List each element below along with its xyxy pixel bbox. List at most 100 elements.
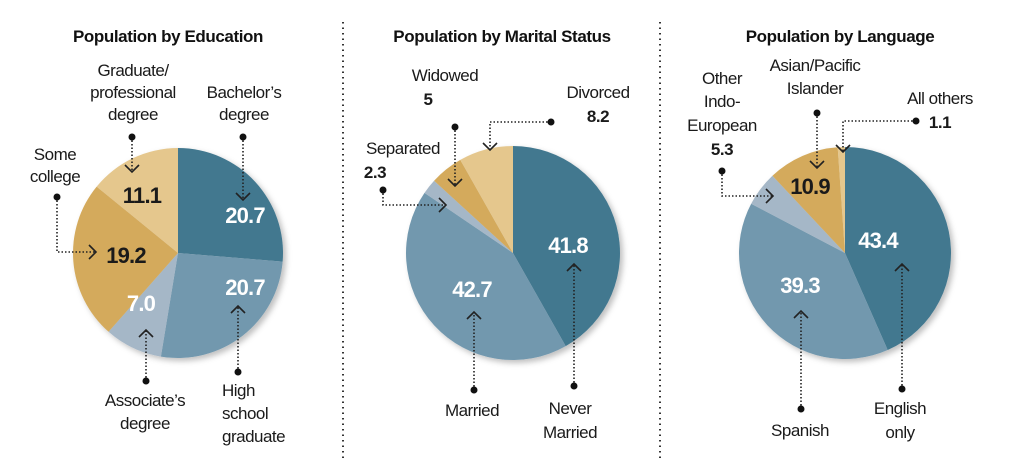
pie-slice [739, 203, 888, 359]
chevron-arrow-icon [482, 142, 498, 152]
chevron-arrow-icon [466, 310, 482, 320]
leader-dot [898, 385, 906, 393]
leader-dot [813, 109, 821, 117]
chevron-arrow-icon [835, 144, 851, 154]
slice-label: Other [702, 69, 743, 88]
pie-slice [406, 192, 566, 360]
leader-dot [239, 133, 247, 141]
data-label: 42.7 [452, 277, 492, 302]
chevron-arrow-icon [894, 262, 910, 272]
leader-dot [234, 368, 242, 376]
pie-slice [73, 186, 178, 332]
slice-label: degree [219, 105, 269, 124]
pie-slice [460, 146, 513, 253]
leader-line [842, 120, 916, 152]
pie-slice [837, 147, 845, 253]
slice-label: Some [34, 145, 76, 164]
data-label: 20.7 [225, 275, 265, 300]
leader-line [56, 197, 96, 253]
leader-dot [470, 386, 478, 394]
slice-label: Indo- [704, 92, 740, 111]
chevron-arrow-icon [447, 178, 463, 188]
leader-line [489, 121, 551, 150]
leader-dot [547, 118, 555, 126]
slice-label: professional [90, 83, 176, 102]
slice-label: only [885, 423, 915, 442]
data-label: 11.1 [123, 183, 162, 208]
leader-line [721, 171, 773, 197]
leader-dot [912, 117, 920, 125]
leader-line [382, 190, 446, 206]
leader-lines [53, 109, 920, 413]
slice-label: Married [543, 423, 597, 442]
leader-dot [718, 167, 726, 175]
slice-label: Graduate/ [97, 61, 169, 80]
pie-slice [108, 253, 178, 357]
chevron-arrow-icon [438, 197, 448, 213]
leader-dot [797, 405, 805, 413]
slice-label: European [687, 116, 757, 135]
chevron-arrow-icon [809, 160, 825, 170]
data-label: 19.2 [106, 243, 146, 268]
slice-value-label: 8.2 [587, 107, 609, 126]
slice-label: English [874, 399, 926, 418]
pie-slice [424, 180, 513, 253]
chart-title: Population by Education [73, 27, 263, 46]
pie-slice [845, 147, 951, 351]
marital-pie [406, 146, 620, 360]
pie-slice [751, 175, 845, 253]
chevron-arrow-icon [230, 304, 246, 314]
slice-label: Widowed [412, 66, 478, 85]
chevron-arrow-icon [88, 244, 98, 260]
education-pie [73, 148, 283, 358]
language-pie [739, 147, 951, 359]
slice-label: college [30, 167, 80, 186]
data-label: 41.8 [548, 233, 588, 258]
leader-dot [379, 186, 387, 194]
slice-label: Married [445, 401, 499, 420]
data-label: 20.7 [225, 203, 265, 228]
chevron-arrow-icon [138, 328, 154, 338]
leader-dot [128, 133, 136, 141]
slice-value-label: 2.3 [364, 163, 386, 182]
slice-label: Islander [787, 79, 844, 98]
leader-dot [570, 382, 578, 390]
chart-title: Population by Marital Status [393, 27, 610, 46]
data-label: 39.3 [780, 273, 820, 298]
chevron-arrow-icon [566, 262, 582, 272]
slice-label: Bachelor’s [207, 83, 282, 102]
slice-label: graduate [222, 427, 285, 446]
leader-dot [142, 377, 150, 385]
slice-label: school [222, 404, 268, 423]
slice-label: Spanish [771, 421, 829, 440]
chevron-arrow-icon [235, 192, 251, 202]
chevron-arrow-icon [765, 188, 775, 204]
data-label: 7.0 [127, 291, 156, 316]
slice-value-label: 1.1 [929, 113, 951, 132]
pie-slice [96, 148, 178, 253]
chevron-arrow-icon [793, 309, 809, 319]
slice-label: Separated [366, 139, 440, 158]
data-label: 43.4 [858, 228, 899, 253]
slice-value-label: 5.3 [711, 140, 733, 159]
slice-label: degree [120, 414, 170, 433]
chart-title: Population by Language [746, 27, 935, 46]
slice-label: High [222, 381, 255, 400]
slice-label: Asian/Pacific [770, 56, 862, 75]
slice-label: All others [907, 89, 973, 108]
slice-value-label: 5 [424, 90, 433, 109]
pie-slice [434, 159, 513, 253]
slice-label: degree [108, 105, 158, 124]
slice-label: Associate’s [105, 391, 185, 410]
pie-slice [160, 253, 283, 358]
slice-label: Never [549, 399, 593, 418]
pie-slice [178, 148, 283, 262]
pie-slice [772, 147, 845, 253]
pie-slice [513, 146, 620, 347]
slice-label: Divorced [566, 83, 629, 102]
leader-dot [53, 193, 61, 201]
chevron-arrow-icon [124, 164, 140, 174]
data-label: 10.9 [790, 174, 830, 199]
leader-dot [451, 123, 459, 131]
